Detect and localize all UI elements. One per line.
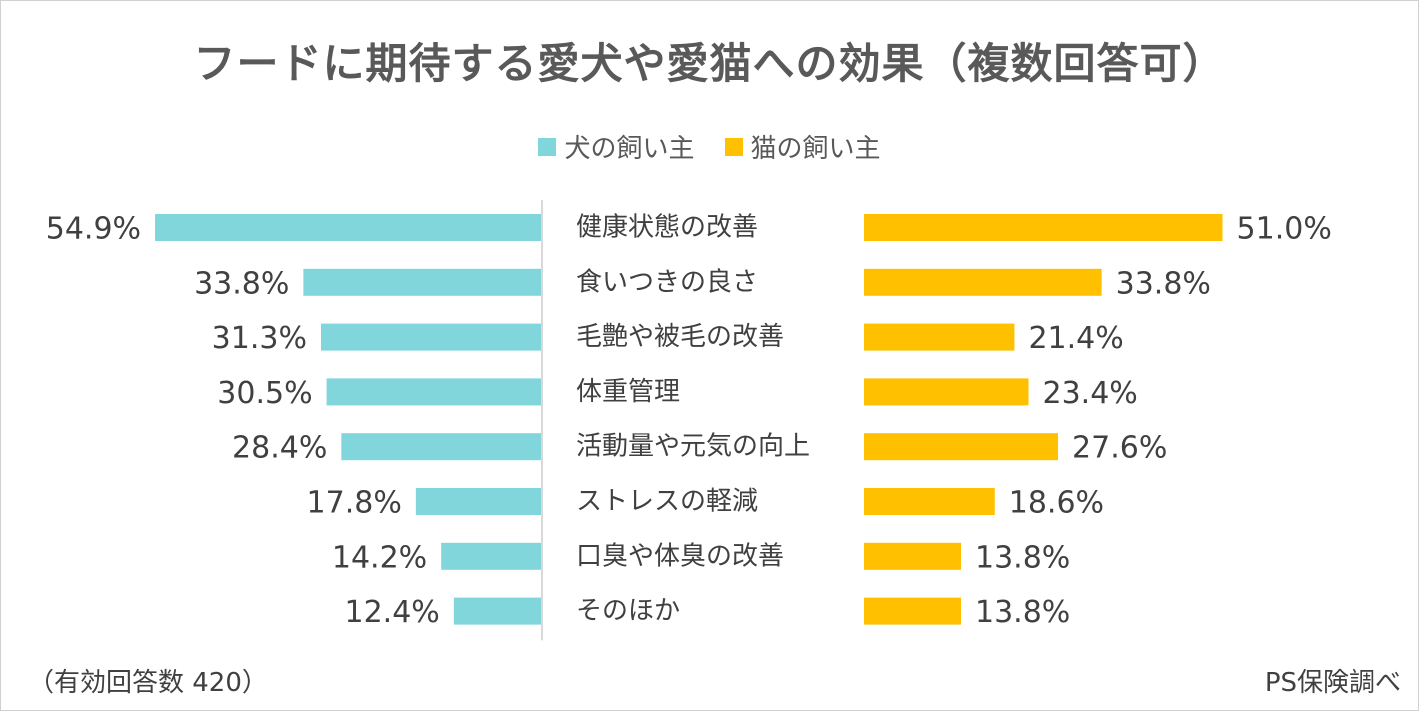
cat-value-label: 51.0% [1237, 212, 1332, 247]
cat-value-label: 18.6% [1009, 486, 1104, 521]
legend-label-cat: 猫の飼い主 [750, 134, 881, 164]
category-label: 体重管理 [576, 377, 680, 407]
category-label: 毛艶や被毛の改善 [576, 322, 784, 352]
cat-value-label: 27.6% [1072, 431, 1167, 466]
cat-value-label: 13.8% [975, 595, 1070, 630]
legend: 犬の飼い主 猫の飼い主 [0, 128, 1419, 165]
category-label: 健康状態の改善 [576, 213, 758, 243]
cat-bar [864, 378, 1029, 406]
dog-value-label: 28.4% [232, 431, 327, 466]
category-label: 食いつきの良さ [576, 267, 758, 297]
category-label: ストレスの軽減 [576, 487, 758, 517]
dog-value-label: 30.5% [217, 376, 312, 411]
cat-bar [864, 597, 962, 625]
legend-item-cat: 猫の飼い主 [724, 128, 881, 165]
cat-bar [864, 542, 962, 570]
category-label: 口臭や体臭の改善 [576, 541, 784, 571]
cat-bar [864, 268, 1102, 296]
dog-bar [415, 488, 541, 515]
cat-value-label: 23.4% [1043, 376, 1138, 411]
dog-value-label: 31.3% [212, 321, 307, 356]
dog-bar [341, 433, 541, 461]
cat-bar [864, 488, 995, 515]
category-label: そのほか [576, 596, 680, 626]
dog-value-label: 17.8% [307, 486, 402, 521]
sample-size-note: （有効回答数 420） [28, 668, 268, 698]
chart-title: フードに期待する愛犬や愛猫への効果（複数回答可） [193, 39, 1226, 88]
legend-label-dog: 犬の飼い主 [564, 134, 695, 164]
dog-value-label: 14.2% [332, 540, 427, 575]
legend-swatch-dog [538, 137, 557, 156]
dog-bar [326, 378, 541, 406]
cat-bar [864, 323, 1015, 351]
cat-bar [864, 214, 1223, 241]
dog-bar [453, 597, 541, 625]
legend-item-dog: 犬の飼い主 [538, 128, 695, 165]
cat-value-label: 33.8% [1116, 266, 1211, 301]
category-label: 活動量や元気の向上 [576, 432, 810, 462]
dog-bar [303, 268, 541, 296]
legend-swatch-cat [724, 137, 743, 156]
dog-value-label: 12.4% [345, 595, 440, 630]
cat-bar [864, 433, 1059, 461]
cat-value-label: 21.4% [1028, 321, 1123, 356]
source-note: PS保険調べ [1264, 668, 1401, 698]
dog-value-label: 33.8% [194, 266, 289, 301]
dog-bar [320, 323, 541, 351]
cat-value-label: 13.8% [975, 540, 1070, 575]
dog-value-label: 54.9% [46, 212, 141, 247]
dog-bar [441, 542, 541, 570]
dog-bar [155, 214, 542, 241]
